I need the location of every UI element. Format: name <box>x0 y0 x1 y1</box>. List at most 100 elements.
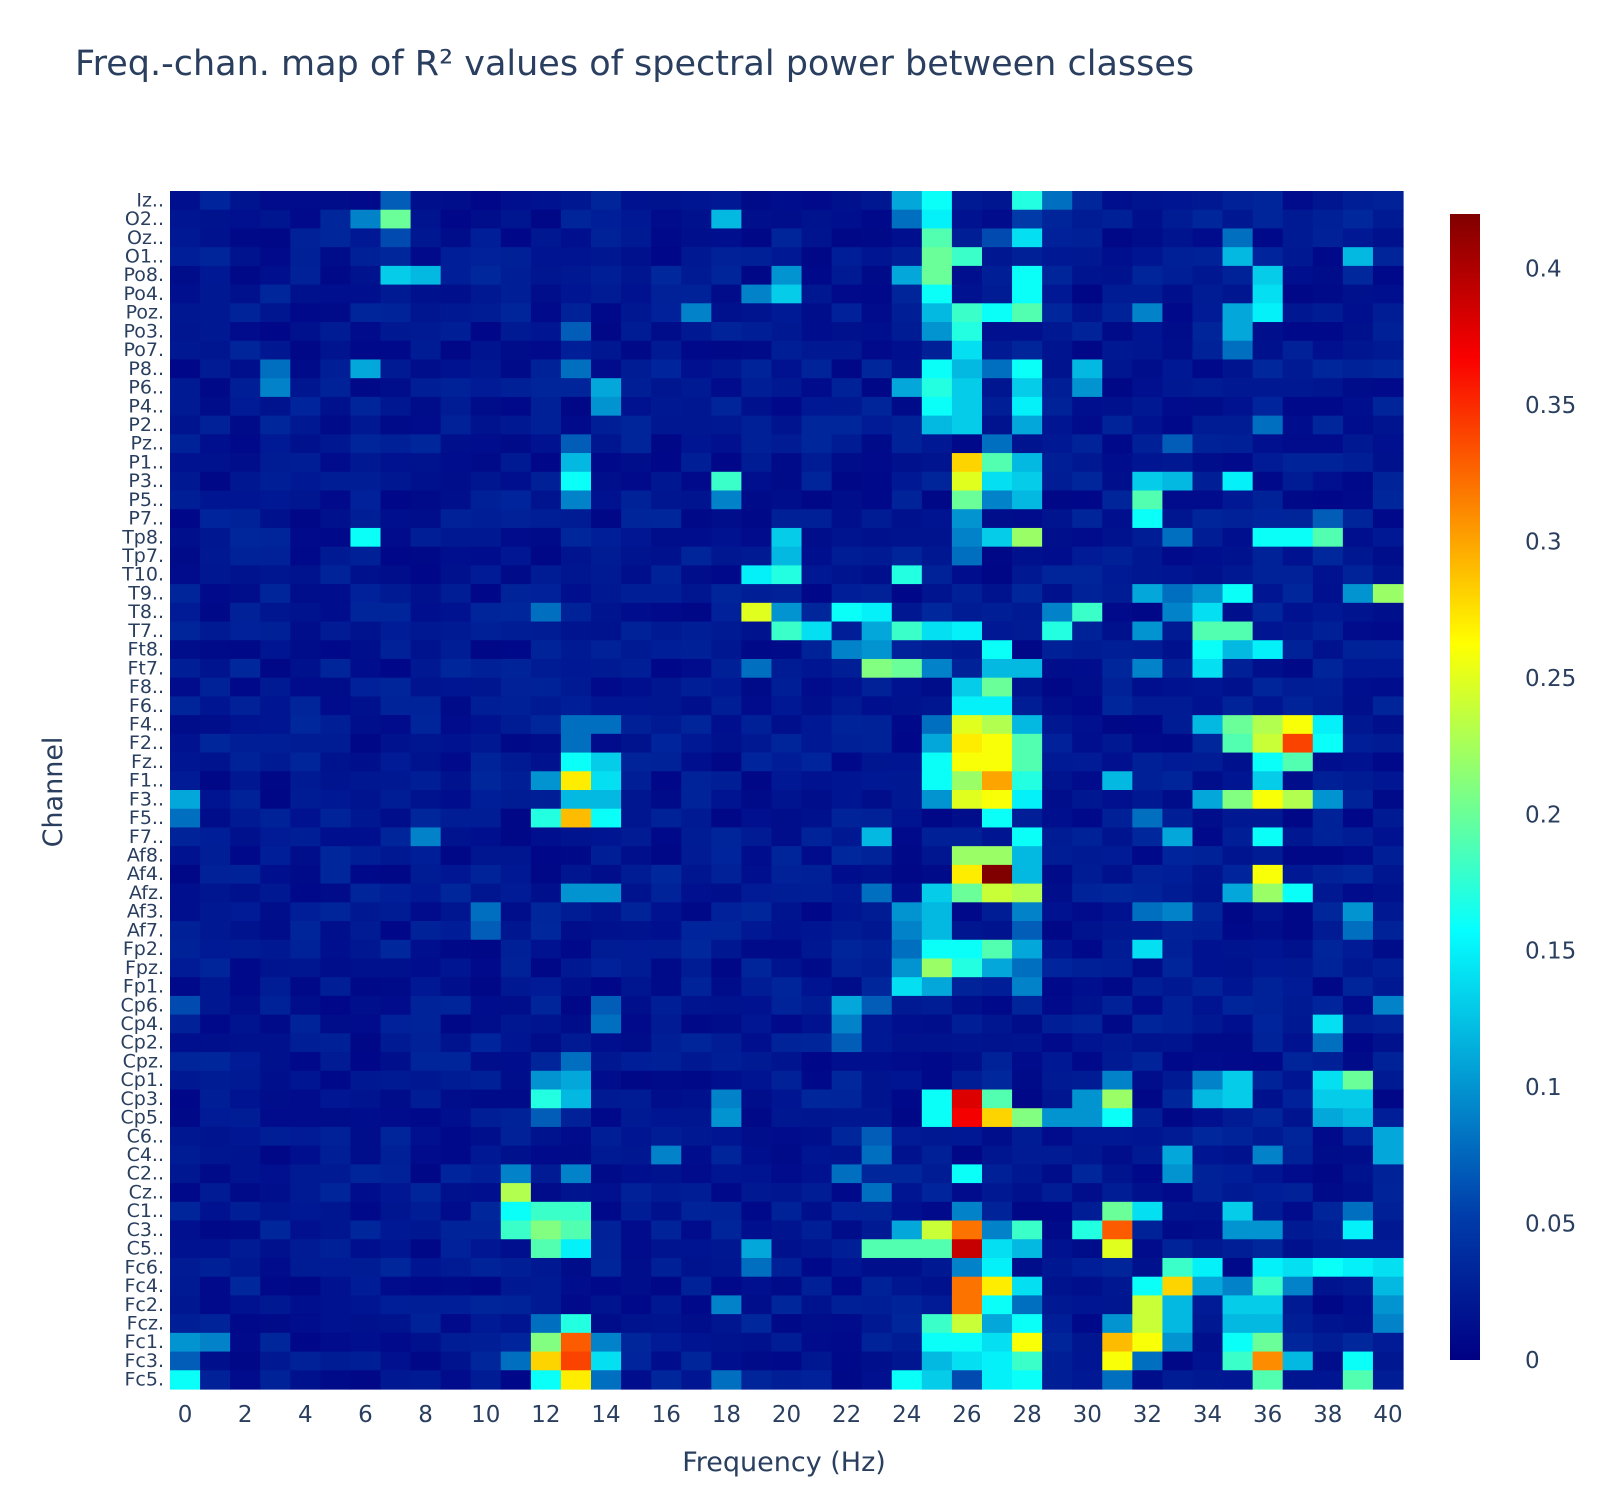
heatmap-cell <box>891 1239 923 1259</box>
heatmap-cell <box>470 1239 502 1259</box>
y-tick-label: F5.. <box>129 807 164 829</box>
heatmap-cell <box>560 1295 592 1315</box>
heatmap-cell <box>591 1314 622 1334</box>
heatmap-cell <box>410 209 442 230</box>
heatmap-cell <box>500 303 532 323</box>
heatmap-cell <box>711 527 742 548</box>
heatmap-cell <box>981 733 1013 754</box>
heatmap-cell <box>1252 995 1284 1016</box>
heatmap-cell <box>350 602 382 623</box>
heatmap-cell <box>591 1276 622 1297</box>
heatmap-cell <box>951 677 983 698</box>
heatmap-cell <box>861 340 893 361</box>
heatmap-cell <box>771 1220 803 1240</box>
heatmap-cell <box>1132 396 1164 417</box>
heatmap-cell <box>200 1239 231 1259</box>
heatmap-cell <box>1012 902 1043 922</box>
heatmap-cell <box>560 1257 592 1278</box>
heatmap-cell <box>200 808 231 829</box>
heatmap-cell <box>1252 396 1284 417</box>
heatmap-cell <box>951 602 983 623</box>
heatmap-cell <box>470 846 502 866</box>
heatmap-cell <box>681 715 712 735</box>
heatmap-cell <box>350 1014 382 1034</box>
heatmap-cell <box>981 640 1013 660</box>
heatmap-cell <box>621 752 652 772</box>
heatmap-cell <box>380 359 412 379</box>
heatmap-cell <box>921 1201 953 1222</box>
heatmap-cell <box>621 677 652 698</box>
heatmap-cell <box>831 752 863 772</box>
heatmap-cell <box>350 621 382 641</box>
heatmap-cell <box>771 1332 803 1353</box>
heatmap-cell <box>1192 640 1224 660</box>
heatmap-cell <box>1162 471 1194 492</box>
heatmap-cell <box>861 453 893 473</box>
heatmap-cell <box>681 640 712 660</box>
heatmap-cell <box>831 396 863 417</box>
heatmap-cell <box>1162 1126 1194 1147</box>
heatmap-cell <box>320 1239 352 1259</box>
heatmap-cell <box>440 378 472 398</box>
heatmap-cell <box>350 359 382 379</box>
heatmap-cell <box>591 640 622 660</box>
heatmap-cell <box>560 527 592 548</box>
heatmap-cell <box>470 490 502 510</box>
heatmap-cell <box>200 546 231 566</box>
heatmap-cell <box>891 434 923 454</box>
heatmap-cell <box>651 658 682 679</box>
heatmap-cell <box>1192 902 1224 922</box>
heatmap-cell <box>741 1183 773 1203</box>
heatmap-cell <box>170 527 201 548</box>
heatmap-cell <box>681 228 712 248</box>
heatmap-cell <box>861 883 893 903</box>
heatmap-cell <box>741 396 773 417</box>
heatmap-cell <box>200 733 231 754</box>
heatmap-cell <box>1372 771 1404 791</box>
heatmap-cell <box>1072 958 1103 978</box>
heatmap-cell <box>741 902 773 922</box>
x-tick-label: 30 <box>1073 1402 1102 1428</box>
heatmap-cell <box>260 490 291 510</box>
heatmap-cell <box>621 1201 652 1222</box>
heatmap-cell <box>1102 883 1133 903</box>
heatmap-cell <box>621 359 652 379</box>
heatmap-cell <box>831 790 863 810</box>
heatmap-cell <box>560 902 592 922</box>
heatmap-cell <box>470 1126 502 1147</box>
heatmap-cell <box>771 602 803 623</box>
heatmap-cell <box>1042 378 1073 398</box>
heatmap-cell <box>1192 658 1224 679</box>
heatmap-cell <box>1072 733 1103 754</box>
heatmap-cell <box>1312 1201 1344 1222</box>
heatmap-cell <box>1342 696 1374 716</box>
heatmap-cell <box>1012 602 1043 623</box>
heatmap-cell <box>801 228 833 248</box>
y-tick-label: T9.. <box>127 582 164 604</box>
heatmap-cell <box>1192 1089 1224 1109</box>
heatmap-cell <box>981 771 1013 791</box>
heatmap-cell <box>1372 621 1404 641</box>
heatmap-cell <box>1072 977 1103 997</box>
x-tick-label: 0 <box>178 1402 193 1428</box>
heatmap-cell <box>290 827 321 847</box>
heatmap-cell <box>170 921 201 941</box>
heatmap-cell <box>1132 434 1164 454</box>
heatmap-cell <box>711 1070 742 1091</box>
heatmap-cell <box>1342 1052 1374 1072</box>
heatmap-cell <box>771 1351 803 1371</box>
heatmap-cell <box>1192 1145 1224 1165</box>
heatmap-cell <box>440 415 472 435</box>
heatmap-cell <box>1072 1183 1103 1203</box>
heatmap-cell <box>230 247 261 267</box>
heatmap-cell <box>1192 453 1224 473</box>
heatmap-cell <box>170 1052 201 1072</box>
heatmap-cell <box>1162 228 1194 248</box>
heatmap-cell <box>470 733 502 754</box>
heatmap-cell <box>290 359 321 379</box>
heatmap-cell <box>1282 1257 1314 1278</box>
heatmap-cell <box>1042 715 1073 735</box>
heatmap-cell <box>591 621 622 641</box>
heatmap-cell <box>1192 771 1224 791</box>
heatmap-cell <box>260 846 291 866</box>
